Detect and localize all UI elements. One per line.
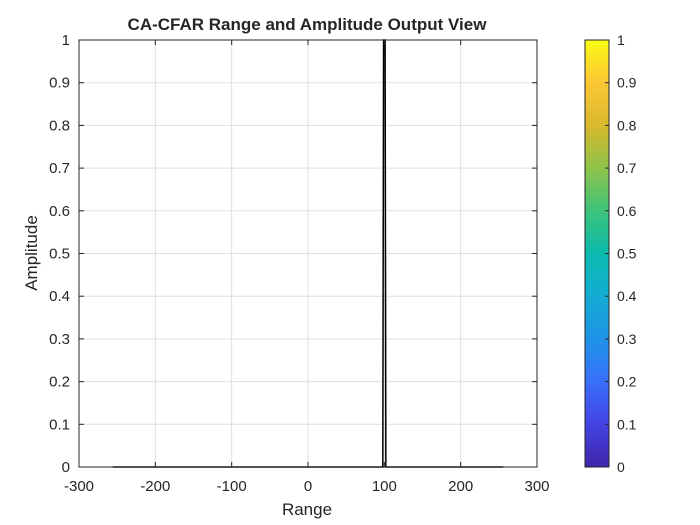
x-tick-label: 100	[372, 478, 397, 495]
x-tick-label: -200	[140, 478, 170, 495]
colorbar-tick-label: 1	[617, 32, 625, 48]
plot-area: -300 -200 -100 0 100 200 300 0 0.1 0.2 0.3 0.4 0.5 0.…	[49, 32, 549, 495]
colorbar-tick-label: 0	[617, 459, 625, 475]
colorbar-tick-label: 0.4	[617, 288, 637, 304]
x-tick-label: -100	[217, 478, 247, 495]
y-tick-label: 0.5	[49, 246, 70, 263]
y-tick-label: 0.2	[49, 374, 70, 391]
y-tick-label: 0.6	[49, 203, 70, 220]
chart-title: CA-CFAR Range and Amplitude Output View	[128, 15, 488, 34]
colorbar-tick-label: 0.5	[617, 246, 637, 262]
y-axis-label: Amplitude	[22, 215, 41, 291]
colorbar-tick-label: 0.2	[617, 374, 637, 390]
y-tick-label: 1	[62, 32, 70, 49]
x-axis-label: Range	[282, 500, 332, 519]
y-tick-label: 0.7	[49, 160, 70, 177]
colorbar-tick-label: 0.9	[617, 75, 637, 91]
colorbar-tick-label: 0.7	[617, 160, 637, 176]
colorbar: 0 0.1 0.2 0.3 0.4 0.5 0.6 0.7 0.8 0.9 1	[584, 32, 637, 475]
colorbar-tick-label: 0.8	[617, 117, 637, 133]
colorbar-tick-label: 0.1	[617, 416, 637, 432]
y-tick-label: 0.4	[49, 288, 70, 305]
y-tick-label: 0.8	[49, 117, 70, 134]
axes: -300 -200 -100 0 100 200 300 0 0.1 0.2 0.3 0.4 0.5 0.…	[49, 32, 549, 495]
y-tick-label: 0.9	[49, 75, 70, 92]
x-tick-label: 300	[524, 478, 549, 495]
x-tick-label: -300	[64, 478, 94, 495]
x-tick-label: 200	[448, 478, 473, 495]
x-tick-label: 0	[304, 478, 312, 495]
colorbar-tick-label: 0.3	[617, 331, 637, 347]
y-tick-label: 0.1	[49, 416, 70, 433]
y-tick-label: 0	[62, 459, 70, 476]
colorbar-tick-label: 0.6	[617, 203, 637, 219]
y-tick-label: 0.3	[49, 331, 70, 348]
